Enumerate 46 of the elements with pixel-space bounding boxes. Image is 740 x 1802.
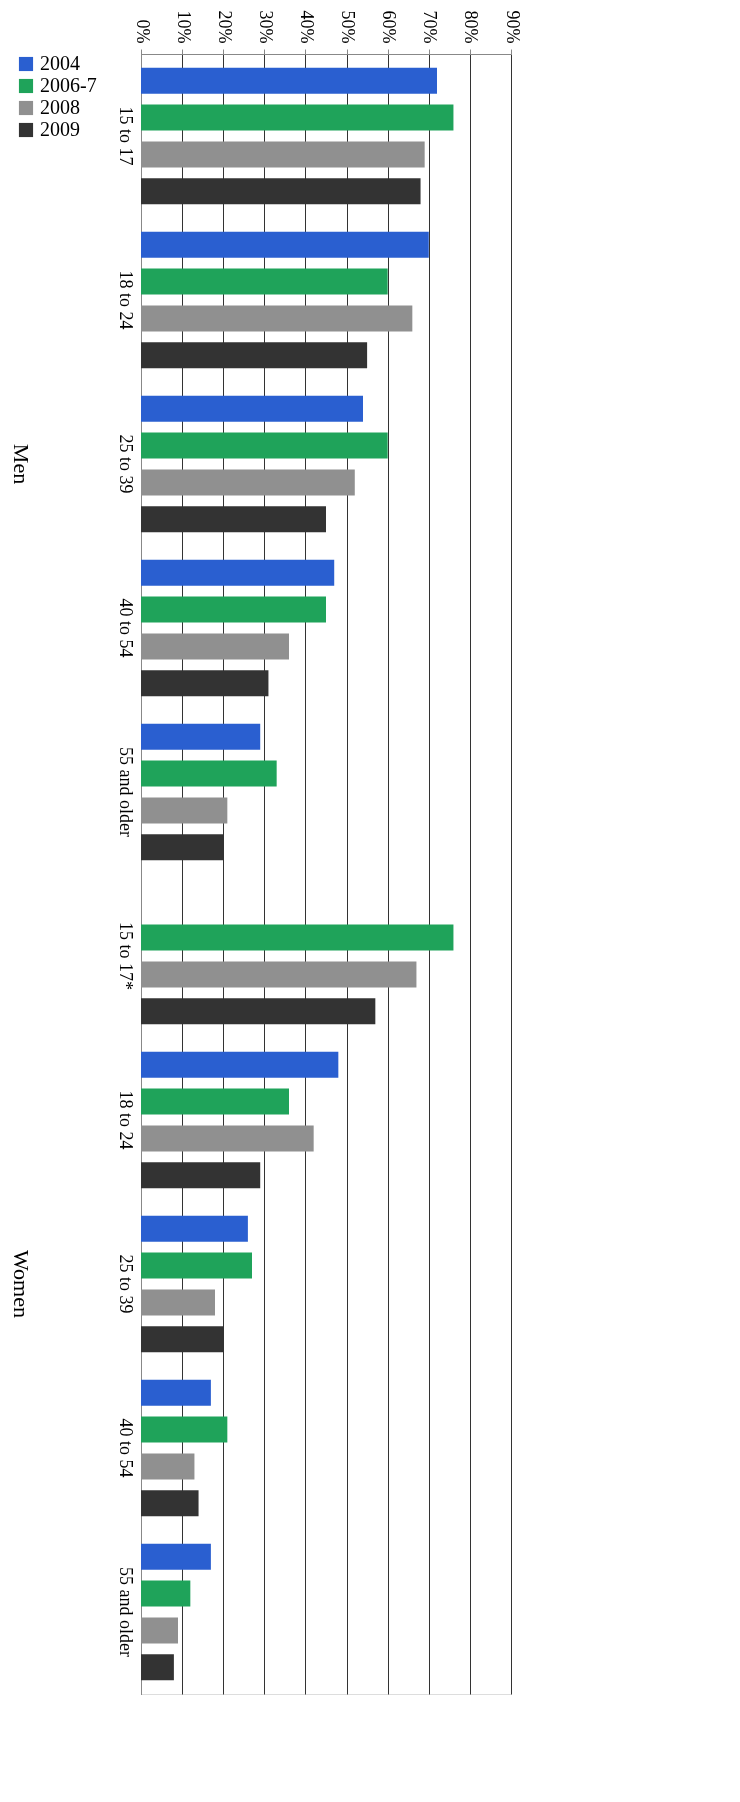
bar xyxy=(141,1654,174,1681)
text: Women xyxy=(9,1250,34,1318)
x-tick-label: 50% xyxy=(338,10,359,44)
y-tick-label: 40 to 54 xyxy=(115,598,136,658)
bar xyxy=(141,596,326,623)
y-tick-label: 55 and older xyxy=(115,747,136,837)
bar xyxy=(141,268,388,295)
x-tick-label: 0% xyxy=(132,19,153,44)
x-tick-label: 90% xyxy=(502,10,523,44)
legend-label: 2006-7 xyxy=(40,74,97,96)
bar xyxy=(141,1252,252,1279)
x-tick-label: 60% xyxy=(379,10,400,44)
bar xyxy=(141,1416,228,1443)
bar xyxy=(141,1051,339,1078)
bar xyxy=(141,395,363,422)
y-tick-label: 15 to 17 xyxy=(115,106,136,166)
y-tick-label: 25 to 39 xyxy=(115,434,136,494)
bar xyxy=(141,67,437,94)
x-tick-label: 80% xyxy=(461,10,482,44)
bar xyxy=(141,559,335,586)
y-tick-label: 25 to 39 xyxy=(115,1254,136,1314)
bar xyxy=(141,760,277,787)
bar xyxy=(141,924,454,951)
x-tick-label: 70% xyxy=(420,10,441,44)
bar xyxy=(141,1215,248,1242)
x-tick-label: 20% xyxy=(214,10,235,44)
y-tick-label: 40 to 54 xyxy=(115,1418,136,1478)
bar xyxy=(141,723,261,750)
y-tick-label: 15 to 17* xyxy=(115,921,136,991)
legend-label: 2008 xyxy=(40,96,80,118)
bar xyxy=(141,1379,211,1406)
text: Men xyxy=(9,443,34,485)
x-tick-label: 10% xyxy=(173,10,194,44)
bar xyxy=(141,231,429,258)
y-tick-label: 18 to 24 xyxy=(115,270,136,330)
legend-label: 2009 xyxy=(40,118,80,140)
bar xyxy=(141,1088,289,1115)
bar xyxy=(141,1580,191,1607)
legend-label: 2004 xyxy=(40,52,80,74)
x-tick-label: 40% xyxy=(296,10,317,44)
bar xyxy=(141,432,388,459)
bar xyxy=(141,104,454,131)
x-tick-label: 30% xyxy=(255,10,276,44)
y-tick-label: 55 and older xyxy=(115,1567,136,1657)
y-tick-label: 18 to 24 xyxy=(115,1090,136,1150)
bar xyxy=(141,1543,211,1570)
